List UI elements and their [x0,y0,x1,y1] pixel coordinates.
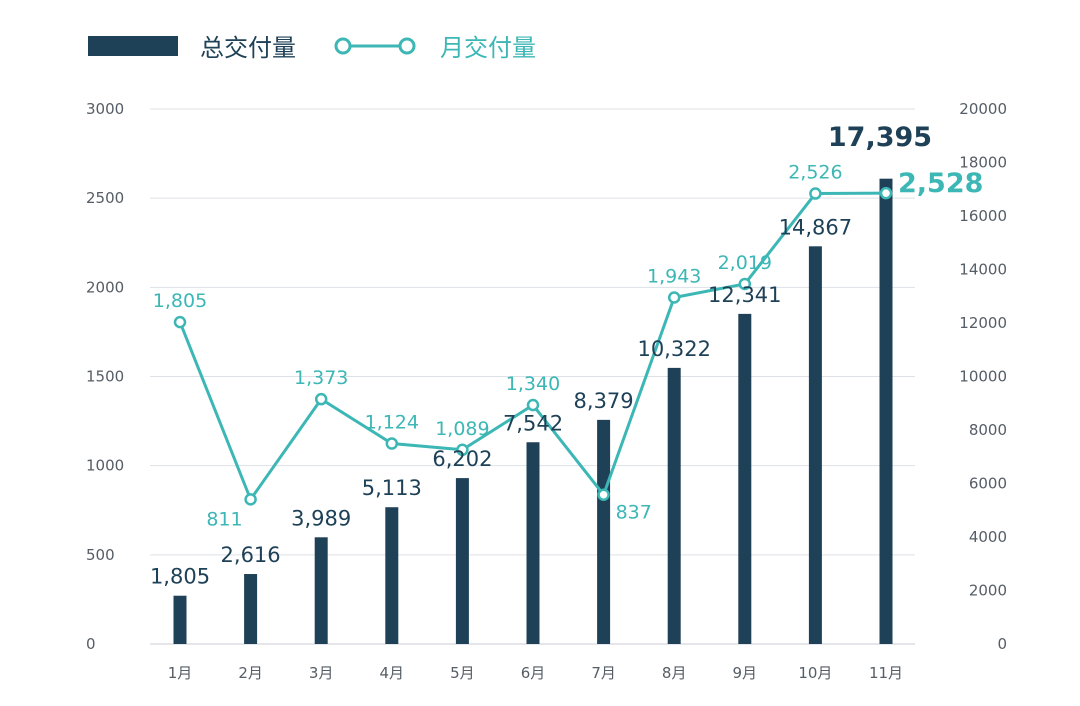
bar-data-label: 8,379 [574,389,634,413]
bar [597,419,611,644]
y-right-tick-label: 16000 [959,207,1007,225]
x-tick-label: 4月 [380,664,405,682]
y-right-tick-label: 18000 [959,154,1007,172]
y-right-tick-label: 12000 [959,314,1007,332]
line-series [173,186,893,506]
y-left-tick-label: 2000 [86,278,124,296]
line-point [879,186,893,200]
line-point [809,187,822,200]
line-data-label: 1,124 [365,412,419,434]
y-left-tick-label: 1500 [86,368,124,386]
bar-series [173,178,893,645]
x-axis: 1月 2月 3月 4月 5月 6月 7月 8月 9月 10月 11月 [168,664,903,682]
bar [879,178,893,644]
line-data-label: 837 [616,502,652,524]
x-tick-label: 7月 [591,664,616,682]
bar-data-labels: 1,805 2,616 3,989 5,113 6,202 7,542 8,379 10,32… [150,122,932,589]
y-right-tick-label: 4000 [969,528,1007,546]
y-right-tick-label: 10000 [959,368,1007,386]
bar-data-label: 17,395 [828,122,932,153]
x-tick-label: 2月 [238,664,263,682]
line-point [314,392,328,406]
y-right-tick-label: 8000 [969,421,1007,439]
line-point [173,315,187,329]
bar [244,574,258,644]
x-tick-label: 11月 [869,664,903,682]
legend-bar-label: 总交付量 [200,34,296,62]
bar [385,507,399,644]
y-right-tick-label: 20000 [959,100,1007,118]
legend-line-label: 月交付量 [440,34,536,62]
bar [526,442,540,644]
line-data-label: 1,089 [435,418,489,440]
y-right-tick-label: 2000 [969,582,1007,600]
bar [314,537,328,644]
right-axis: 0 2000 4000 6000 8000 10000 12000 14000 16000 180… [959,100,1007,653]
bar-data-label: 2,616 [221,543,281,567]
line-point [526,398,540,412]
y-left-tick-label: 2500 [86,189,124,207]
y-left-tick-label: 500 [86,546,115,564]
line-data-label: 2,526 [788,162,842,184]
x-tick-label: 3月 [309,664,334,682]
line-data-label: 1,340 [506,373,560,395]
line-data-label: 1,373 [294,367,348,389]
x-tick-label: 5月 [450,664,475,682]
line-data-labels: 1,805 811 1,373 1,124 1,089 1,340 837 1,943 2,01… [153,162,984,531]
legend: 总交付量 月交付量 [88,34,536,62]
bar-data-label: 12,341 [708,283,781,307]
left-axis: 0 500 1000 1500 2000 2500 3000 [86,100,124,653]
legend-bar-swatch [88,36,178,56]
bar-data-label: 3,989 [291,506,351,530]
x-tick-label: 10月 [798,664,832,682]
bar [173,595,187,644]
line-data-label: 1,943 [647,265,701,287]
bar [738,313,752,644]
line-point [244,493,257,506]
line-point [385,437,399,450]
y-left-tick-label: 0 [86,635,96,653]
bar [455,478,469,644]
x-tick-label: 6月 [521,664,546,682]
line-data-label: 2,528 [898,168,983,199]
line-point [456,443,469,457]
legend-line-marker-end [398,37,416,55]
bar-data-label: 14,867 [779,215,852,239]
line-point [597,488,610,501]
line-data-label: 2,019 [718,252,772,274]
x-tick-label: 1月 [168,664,193,682]
line-data-label: 811 [206,508,242,530]
legend-line-marker-start [334,37,352,55]
x-tick-label: 9月 [733,664,758,682]
line-data-label: 1,805 [153,290,207,312]
bar-data-label: 6,202 [432,447,492,471]
bar-data-label: 7,542 [503,411,563,435]
bar [667,367,681,644]
bar-data-label: 1,805 [150,565,210,589]
y-left-tick-label: 3000 [86,100,124,118]
bar [808,246,822,645]
bar-data-label: 5,113 [362,476,422,500]
x-tick-label: 8月 [662,664,687,682]
y-right-tick-label: 0 [997,635,1007,653]
y-right-tick-label: 6000 [969,475,1007,493]
line-point [667,291,681,304]
bar-data-label: 10,322 [637,337,710,361]
y-left-tick-label: 1000 [86,457,124,475]
y-right-tick-label: 14000 [959,261,1007,279]
line-point [738,277,752,291]
